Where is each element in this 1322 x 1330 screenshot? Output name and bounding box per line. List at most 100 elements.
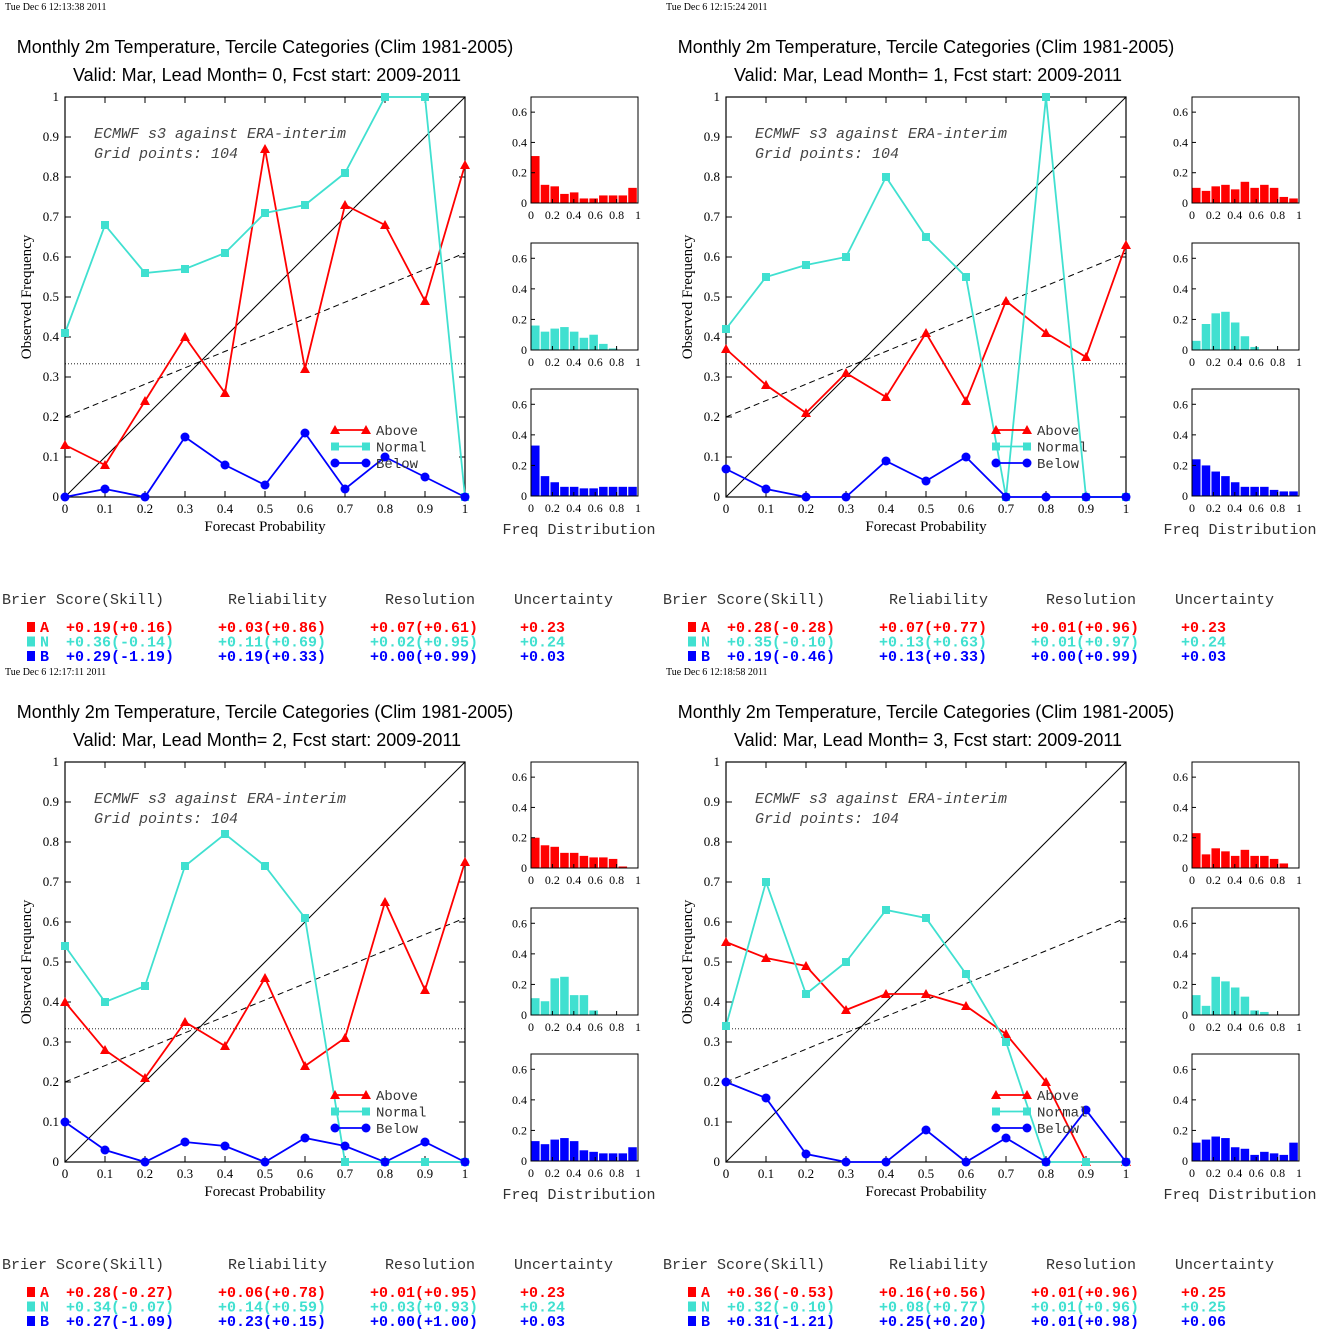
square-marker — [1042, 93, 1050, 101]
header-uncertainty: Uncertainty — [1175, 1257, 1274, 1274]
histogram-bar — [579, 1150, 589, 1161]
chart-subtitle: Valid: Mar, Lead Month= 0, Fcst start: 2… — [73, 65, 461, 85]
histogram-bar — [1230, 189, 1240, 203]
histogram-bar — [1201, 324, 1211, 350]
above-series-line — [64, 861, 466, 1080]
hist-x-tick-label: 0.4 — [566, 501, 581, 515]
circle-marker — [361, 458, 371, 468]
uncertainty-value: +0.03 — [1181, 649, 1226, 666]
histogram-bar — [569, 331, 579, 350]
x-tick-label: 0.6 — [958, 1166, 975, 1181]
hist-y-tick-label: 0.4 — [1173, 135, 1188, 149]
square-marker — [221, 249, 229, 257]
square-marker — [802, 261, 810, 269]
histogram-below: 0 0.2 0.4 0.6 0 0.2 0.4 0.6 0.8 1 — [1173, 1053, 1302, 1180]
reliability-value: +0.03(+0.86) — [218, 620, 326, 637]
triangle-marker — [721, 937, 731, 946]
hist-y-tick-label: 0.6 — [512, 916, 527, 930]
header-brier-score: Brier Score(Skill) — [2, 1257, 164, 1274]
hist-x-tick-label: 0 — [528, 355, 534, 369]
triangle-marker — [330, 425, 340, 434]
triangle-marker — [801, 408, 811, 417]
hist-y-tick-label: 0.4 — [512, 135, 527, 149]
circle-marker — [921, 1125, 931, 1135]
histogram-bar — [1279, 491, 1289, 496]
hist-x-tick-label: 0.4 — [1227, 873, 1242, 887]
histogram-bar — [599, 857, 608, 868]
chart-title: Monthly 2m Temperature, Tercile Categori… — [678, 702, 1175, 722]
resolution-value: +0.02(+0.95) — [370, 635, 478, 652]
hist-y-tick-label: 0 — [1182, 1154, 1188, 1168]
category-swatch — [27, 651, 35, 661]
grid-points-note: Grid points: 104 — [755, 811, 899, 828]
freq-distribution-label: Freq Distribution — [1163, 1187, 1316, 1204]
hist-x-tick-label: 0 — [1189, 1166, 1195, 1180]
hist-x-tick-label: 0.4 — [1227, 1166, 1242, 1180]
panel-2: Tue Dec 6 12:15:24 2011 Monthly 2m Temper… — [663, 2, 1317, 666]
series-above — [60, 144, 470, 469]
chart-title: Monthly 2m Temperature, Tercile Categori… — [17, 702, 514, 722]
y-axis-label: Observed Frequency — [19, 899, 35, 1024]
histogram-frame — [1191, 907, 1300, 1016]
square-marker — [331, 1107, 339, 1116]
header-brier-score: Brier Score(Skill) — [663, 592, 825, 609]
hist-x-tick-label: 0.8 — [609, 355, 624, 369]
y-tick-label: 0.9 — [704, 129, 720, 144]
series-below — [60, 1117, 470, 1167]
y-tick-label: 0.7 — [43, 209, 60, 224]
hist-x-tick-label: 1 — [1296, 1020, 1302, 1034]
hist-x-tick-label: 0.2 — [545, 1166, 560, 1180]
histogram-bar — [560, 852, 569, 868]
hist-x-tick-label: 0 — [1189, 1020, 1195, 1034]
histogram-bar — [550, 482, 559, 496]
hist-y-tick-label: 0 — [1182, 1008, 1188, 1022]
legend-label-below: Below — [376, 1122, 419, 1138]
circle-marker — [1121, 492, 1131, 502]
reliability-plot: 0 0.1 0.2 0.3 0.4 0.5 0.6 0.7 0.8 0.9 1 0 0.1 0.2 0.3 0… — [680, 754, 1131, 1200]
circle-marker — [420, 1137, 430, 1147]
reliability-value: +0.07(+0.77) — [879, 620, 987, 637]
y-tick-label: 0.9 — [43, 794, 59, 809]
histogram-bar — [1192, 1142, 1201, 1161]
hist-y-tick-label: 0.6 — [512, 770, 527, 784]
triangle-marker — [881, 392, 891, 401]
histogram-below: 0 0.2 0.4 0.6 0 0.2 0.4 0.6 0.8 1 — [512, 1053, 641, 1180]
legend-label-normal: Normal — [376, 1106, 426, 1122]
reliability-value: +0.19(+0.33) — [218, 649, 326, 666]
histogram-bar — [550, 1139, 559, 1161]
y-tick-label: 0.8 — [43, 834, 59, 849]
y-tick-label: 0.1 — [43, 449, 59, 464]
resolution-value: +0.01(+0.97) — [1031, 635, 1139, 652]
hist-x-tick-label: 1 — [1296, 1166, 1302, 1180]
histogram-bar — [560, 193, 569, 203]
hist-y-tick-label: 0 — [521, 196, 527, 210]
hist-x-tick-label: 0.8 — [609, 1166, 624, 1180]
chart-subtitle: Valid: Mar, Lead Month= 2, Fcst start: 2… — [73, 730, 461, 750]
legend-label-normal: Normal — [1037, 441, 1087, 457]
hist-y-tick-label: 0.2 — [512, 1123, 527, 1137]
x-tick-label: 0.3 — [838, 501, 854, 516]
triangle-marker — [420, 296, 430, 305]
histogram-bar — [1289, 491, 1298, 496]
chart-subtitle: Valid: Mar, Lead Month= 3, Fcst start: 2… — [734, 730, 1122, 750]
y-tick-label: 0.8 — [704, 834, 720, 849]
hist-y-tick-label: 0.4 — [512, 428, 527, 442]
circle-marker — [340, 1141, 350, 1151]
histogram-frame — [1191, 1053, 1300, 1162]
uncertainty-value: +0.23 — [520, 620, 565, 637]
score-row-normal: N +0.35(-0.10) +0.13(+0.63) +0.01(+0.97) +0.… — [688, 635, 1226, 652]
histogram-bar — [531, 156, 540, 203]
circle-marker — [1121, 1157, 1131, 1167]
histogram-bar — [540, 1144, 550, 1161]
triangle-marker — [60, 997, 70, 1006]
triangle-marker — [180, 1017, 190, 1026]
category-letter: A — [40, 620, 49, 637]
y-tick-label: 0 — [53, 1154, 60, 1169]
square-marker — [842, 253, 850, 261]
hist-y-tick-label: 0.6 — [1173, 916, 1188, 930]
histogram-bar — [1230, 322, 1240, 350]
triangle-marker — [921, 989, 931, 998]
chart-subtitle: Valid: Mar, Lead Month= 1, Fcst start: 2… — [734, 65, 1122, 85]
brier-score-value: +0.32(-0.10) — [727, 1300, 835, 1317]
y-tick-label: 0.1 — [704, 449, 720, 464]
